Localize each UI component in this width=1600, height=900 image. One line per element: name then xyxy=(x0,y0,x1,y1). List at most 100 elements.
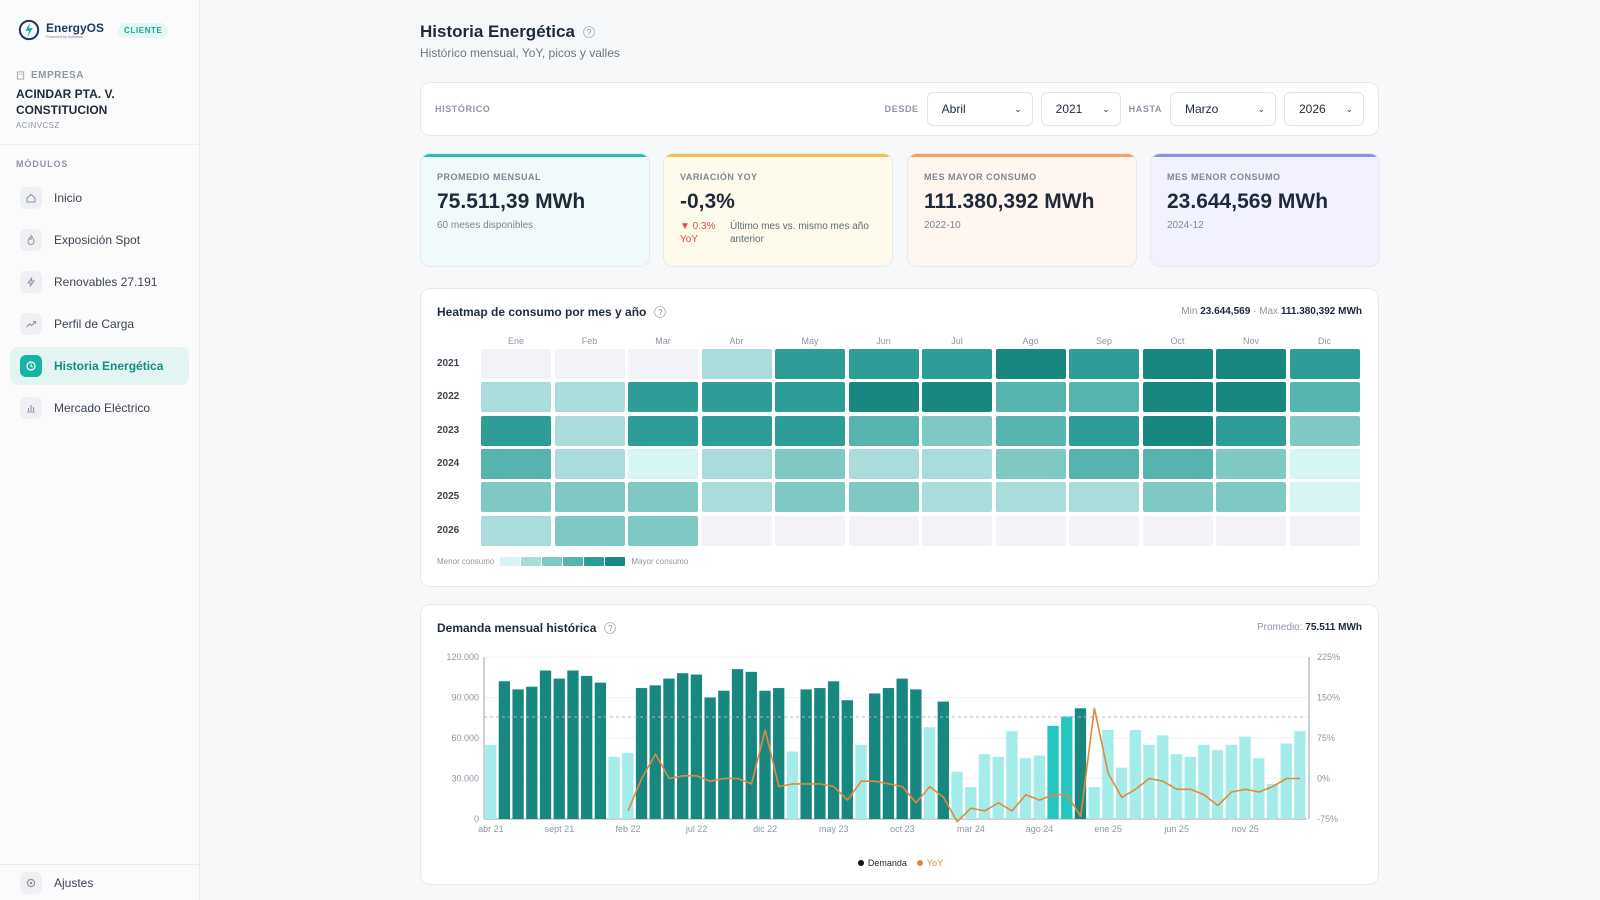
demand-bar[interactable] xyxy=(663,678,675,819)
demand-bar[interactable] xyxy=(1129,729,1141,819)
heatmap-cell[interactable] xyxy=(554,448,625,479)
demand-bar[interactable] xyxy=(992,756,1004,819)
demand-bar[interactable] xyxy=(759,690,771,819)
legend-demand[interactable]: Demanda xyxy=(857,858,907,868)
brand[interactable]: EnergyOS Powered by Adinesis CLIENTE xyxy=(0,0,199,44)
heatmap-cell[interactable] xyxy=(1216,349,1286,379)
heatmap-cell[interactable] xyxy=(628,349,698,379)
demand-bar[interactable] xyxy=(1019,758,1032,819)
demand-bar[interactable] xyxy=(1170,754,1183,819)
heatmap-cell[interactable] xyxy=(922,448,992,479)
demand-bar[interactable] xyxy=(1088,787,1100,819)
heatmap-cell[interactable] xyxy=(701,482,772,513)
demand-bar[interactable] xyxy=(635,688,648,819)
heatmap-cell[interactable] xyxy=(1216,482,1286,513)
sidebar-item-mercado-electrico[interactable]: Mercado Eléctrico xyxy=(10,389,189,427)
heatmap-cell[interactable] xyxy=(1069,448,1139,479)
sidebar-item-perfil-de-carga[interactable]: Perfil de Carga xyxy=(10,305,189,343)
demand-bar[interactable] xyxy=(731,669,744,819)
demand-bar[interactable] xyxy=(1047,725,1059,819)
heatmap-cell[interactable] xyxy=(701,448,772,479)
heatmap-cell[interactable] xyxy=(1289,515,1360,546)
demand-bar[interactable] xyxy=(581,675,593,819)
demand-bar[interactable] xyxy=(649,685,661,819)
heatmap-cell[interactable] xyxy=(848,382,919,413)
help-icon[interactable]: ? xyxy=(582,26,595,38)
demand-bar[interactable] xyxy=(539,670,552,820)
heatmap-cell[interactable] xyxy=(701,415,772,446)
heatmap-cell[interactable] xyxy=(481,515,551,546)
heatmap-cell[interactable] xyxy=(1142,448,1213,479)
settings-item[interactable]: Ajustes xyxy=(0,864,200,900)
heatmap-cell[interactable] xyxy=(701,515,772,546)
demand-bar[interactable] xyxy=(896,678,908,819)
heatmap-cell[interactable] xyxy=(481,482,551,513)
from-year-select[interactable]: 2021 ⌄ xyxy=(1040,92,1121,126)
heatmap-cell[interactable] xyxy=(628,382,698,413)
demand-bar[interactable] xyxy=(690,674,703,819)
heatmap-cell[interactable] xyxy=(848,415,919,446)
heatmap-cell[interactable] xyxy=(554,382,625,413)
heatmap-cell[interactable] xyxy=(775,448,845,479)
demand-bar[interactable] xyxy=(910,689,922,819)
demand-bar[interactable] xyxy=(1280,743,1292,819)
to-year-select[interactable]: 2026 ⌄ xyxy=(1284,92,1364,126)
demand-bar[interactable] xyxy=(827,681,840,819)
demand-bar[interactable] xyxy=(965,787,977,819)
heatmap-cell[interactable] xyxy=(848,515,919,546)
heatmap-cell[interactable] xyxy=(1142,515,1213,546)
demand-bar[interactable] xyxy=(814,688,826,819)
heatmap-cell[interactable] xyxy=(775,415,845,446)
heatmap-cell[interactable] xyxy=(481,349,551,379)
help-icon[interactable]: ? xyxy=(654,306,667,318)
demand-bar[interactable] xyxy=(786,751,799,820)
heatmap-cell[interactable] xyxy=(1069,382,1139,413)
demand-bar[interactable] xyxy=(882,688,895,819)
heatmap-cell[interactable] xyxy=(995,382,1066,413)
demand-bar[interactable] xyxy=(800,689,812,819)
demand-bar[interactable] xyxy=(1211,750,1224,819)
heatmap-cell[interactable] xyxy=(1069,415,1139,446)
heatmap-cell[interactable] xyxy=(1289,415,1360,446)
sidebar-item-historia-energetica[interactable]: Historia Energética xyxy=(10,347,189,385)
demand-bar[interactable] xyxy=(978,754,991,819)
demand-bar[interactable] xyxy=(1294,731,1306,819)
demand-bar[interactable] xyxy=(1225,744,1238,819)
heatmap-cell[interactable] xyxy=(922,515,992,546)
heatmap-cell[interactable] xyxy=(481,448,551,479)
heatmap-cell[interactable] xyxy=(554,515,625,546)
heatmap-cell[interactable] xyxy=(1289,349,1360,379)
heatmap-cell[interactable] xyxy=(1216,515,1286,546)
heatmap-cell[interactable] xyxy=(922,349,992,379)
demand-bar[interactable] xyxy=(677,673,689,819)
demand-bar[interactable] xyxy=(841,700,853,819)
heatmap-cell[interactable] xyxy=(628,448,698,479)
heatmap-cell[interactable] xyxy=(922,415,992,446)
heatmap-cell[interactable] xyxy=(1069,482,1139,513)
demand-bar[interactable] xyxy=(1033,755,1045,819)
heatmap-cell[interactable] xyxy=(701,349,772,379)
to-month-select[interactable]: Marzo ⌄ xyxy=(1170,92,1276,126)
heatmap-cell[interactable] xyxy=(701,382,772,413)
heatmap-cell[interactable] xyxy=(554,349,625,379)
demand-bar[interactable] xyxy=(485,744,497,819)
help-icon[interactable]: ? xyxy=(604,622,617,634)
heatmap-cell[interactable] xyxy=(995,415,1066,446)
demand-bar[interactable] xyxy=(567,670,579,820)
demand-bar[interactable] xyxy=(869,693,881,819)
heatmap-cell[interactable] xyxy=(1142,349,1213,379)
from-month-select[interactable]: Abril ⌄ xyxy=(926,92,1033,126)
legend-yoy[interactable]: YoY xyxy=(916,858,943,868)
demand-bar[interactable] xyxy=(1006,731,1018,819)
heatmap-cell[interactable] xyxy=(554,482,625,513)
heatmap-cell[interactable] xyxy=(848,482,919,513)
demand-bar[interactable] xyxy=(951,771,963,819)
heatmap-cell[interactable] xyxy=(1142,415,1213,446)
sidebar-item-renovables-27-191[interactable]: Renovables 27.191 xyxy=(10,263,189,301)
sidebar-item-exposicion-spot[interactable]: Exposición Spot xyxy=(10,221,189,259)
demand-bar[interactable] xyxy=(773,688,785,819)
demand-bar[interactable] xyxy=(1115,767,1128,819)
heatmap-cell[interactable] xyxy=(1216,382,1286,413)
sidebar-item-inicio[interactable]: Inicio xyxy=(10,179,189,217)
demand-bar[interactable] xyxy=(718,690,730,819)
